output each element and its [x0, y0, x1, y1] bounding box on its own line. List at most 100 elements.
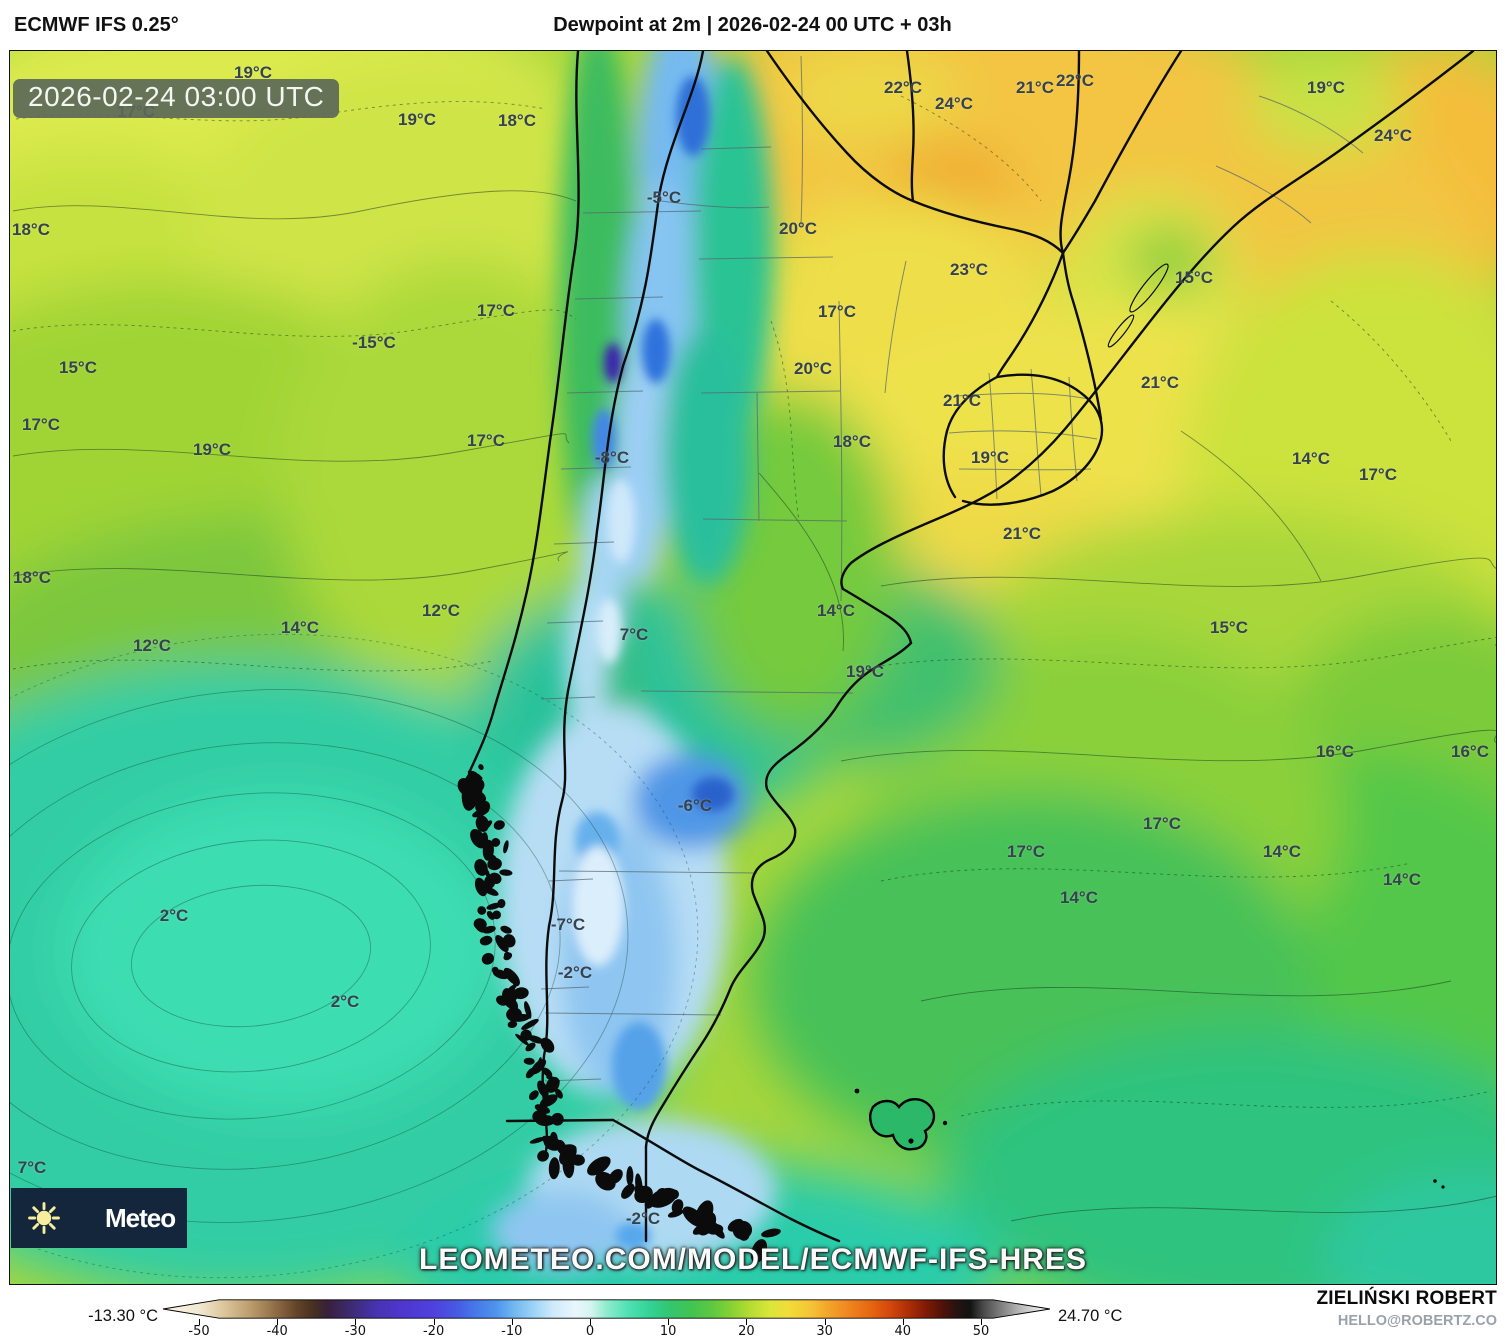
sun-icon: [28, 1202, 60, 1234]
colorbar-tick-label: -30: [344, 1324, 367, 1338]
temp-label: 20°C: [794, 359, 832, 378]
temp-label: 19°C: [234, 63, 272, 82]
temperature-labels: 19°C 17°C 19°C 18°C -5°C 18°C 17°C -15°C 15°C 17°…: [10, 51, 1496, 1284]
falkland-islands: [854, 1088, 1445, 1189]
colorbar-tick: [590, 1319, 591, 1325]
province-borders: [540, 55, 1364, 1082]
temp-label: 19°C: [193, 440, 231, 459]
colorbar-tick-label: -20: [422, 1324, 445, 1338]
temp-label: 21°C: [1141, 373, 1179, 392]
colorbar-tick: [511, 1319, 513, 1325]
temp-label: 19°C: [971, 448, 1009, 467]
colorbar-tick: [433, 1319, 435, 1325]
temp-label: 14°C: [281, 618, 319, 637]
leometeo-logo: Meteo: [11, 1188, 187, 1248]
colorbar-tick: [824, 1319, 826, 1325]
temp-label: -8°C: [594, 448, 630, 467]
temp-label: 12°C: [133, 636, 171, 655]
colorbar-tick: [902, 1319, 904, 1325]
temp-label: 24°C: [935, 94, 973, 113]
temp-label: 21°C: [1016, 78, 1054, 97]
temp-label: 22°C: [884, 78, 922, 97]
model-label: ECMWF IFS 0.25°: [14, 14, 179, 36]
colorbar-tick-label: 10: [659, 1324, 677, 1338]
temp-label: 22°C: [1056, 71, 1094, 90]
contour-lines: [12, 95, 1496, 1222]
colorbar-min-label: -13.30 °C: [88, 1307, 158, 1325]
temp-label: 14°C: [1383, 870, 1421, 889]
temp-label: 21°C: [1003, 524, 1041, 543]
temp-label: 19°C: [1307, 78, 1345, 97]
temp-label: 16°C: [1316, 742, 1354, 761]
temp-label: 16°C: [1451, 742, 1489, 761]
temp-label: 18°C: [13, 568, 51, 587]
weather-map: 19°C 17°C 19°C 18°C -5°C 18°C 17°C -15°C 15°C 17°…: [9, 50, 1497, 1285]
colorbar-tick: [746, 1319, 748, 1325]
temp-label: 18°C: [498, 111, 536, 130]
temp-label: -6°C: [677, 796, 713, 815]
temp-label: 17°C: [1359, 465, 1397, 484]
temp-label: 7°C: [17, 1158, 47, 1177]
temp-label: 12°C: [422, 601, 460, 620]
field-cold-spots: [572, 76, 734, 1250]
timestamp-overlay: 2026-02-24 03:00 UTC: [13, 79, 340, 118]
attribution: ZIELIŃSKI ROBERT HELLO@ROBERTZ.CO: [1316, 1288, 1497, 1329]
temp-label: 18°C: [12, 220, 50, 239]
watermark: LEOMETEO.COM/MODEL/ECMWF-IFS-HRES: [419, 1243, 1087, 1276]
author-name: ZIELIŃSKI ROBERT: [1316, 1288, 1497, 1309]
colorbar-tick-label: -10: [501, 1324, 523, 1338]
author-contact: HELLO@ROBERTZ.CO: [1337, 1313, 1497, 1329]
colorbar: [163, 1299, 1050, 1319]
temp-label: 14°C: [1292, 449, 1330, 468]
temp-label: 17°C: [818, 302, 856, 321]
temp-label: 17°C: [467, 431, 505, 450]
colorbar-tick-label: -40: [266, 1324, 288, 1338]
ocean-contour-rings: [10, 633, 699, 1279]
temp-label: 19°C: [846, 662, 884, 681]
colorbar-tick: [277, 1319, 279, 1325]
temp-label: 24°C: [1374, 126, 1412, 145]
temp-label: 15°C: [59, 358, 97, 377]
archipelago: [457, 764, 781, 1263]
temp-label: -7°C: [550, 915, 586, 934]
colorbar-tick-label: 30: [816, 1324, 833, 1338]
colorbar-tick: [668, 1319, 670, 1325]
colorbar-tick: [981, 1319, 982, 1325]
temp-label: 15°C: [1210, 618, 1248, 637]
temp-label: 15°C: [1175, 268, 1213, 287]
temp-label: 19°C: [398, 110, 436, 129]
temp-label: 7°C: [619, 625, 649, 644]
temp-label: -5°C: [646, 188, 682, 207]
temp-label: 14°C: [1060, 888, 1098, 907]
colorbar-max-label: 24.70 °C: [1058, 1307, 1123, 1325]
temp-label: 14°C: [817, 601, 855, 620]
colorbar-tick-label: -50: [188, 1324, 210, 1338]
field-andes-band: [491, 51, 776, 1271]
colorbar-tick-label: 0: [585, 1324, 595, 1338]
temp-label: 21°C: [943, 391, 981, 410]
temp-label: 18°C: [833, 432, 871, 451]
temp-label: -15°C: [352, 333, 396, 352]
country-borders: [467, 51, 1475, 1243]
temp-label: -2°C: [625, 1209, 661, 1228]
temp-label: 2°C: [159, 906, 189, 925]
colorbar-tick: [199, 1319, 200, 1325]
colorbar-tick-label: 40: [894, 1324, 912, 1338]
temp-label: 17°C: [22, 415, 60, 434]
temp-label: 17°C: [1143, 814, 1181, 833]
colorbar-tick-label: 20: [738, 1324, 755, 1338]
temp-label: 17°C: [477, 301, 515, 320]
coastal-lagoons: [1107, 263, 1169, 348]
colorbar-tick: [355, 1319, 357, 1325]
temp-label: 2°C: [330, 992, 360, 1011]
page-title: Dewpoint at 2m | 2026-02-24 00 UTC + 03h: [553, 14, 952, 36]
temp-label: 17°C: [1007, 842, 1045, 861]
logo-text: Meteo: [105, 1202, 176, 1233]
temp-label: 20°C: [779, 219, 817, 238]
temp-label: 14°C: [1263, 842, 1301, 861]
temp-label: 23°C: [950, 260, 988, 279]
colorbar-tick-label: 50: [972, 1324, 990, 1338]
map-canvas: [10, 51, 1496, 1284]
temp-label: -2°C: [557, 963, 593, 982]
